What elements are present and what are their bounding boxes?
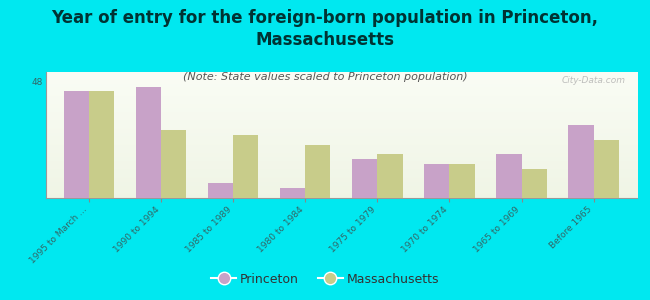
- Bar: [497, 154, 521, 198]
- Bar: [306, 145, 330, 198]
- Bar: [569, 125, 593, 198]
- Legend: Princeton, Massachusetts: Princeton, Massachusetts: [206, 268, 444, 291]
- Bar: [449, 164, 474, 198]
- Bar: [280, 188, 305, 198]
- Bar: [593, 140, 619, 198]
- Bar: [424, 164, 449, 198]
- Bar: [89, 92, 114, 198]
- Bar: [136, 86, 161, 198]
- Bar: [521, 169, 547, 198]
- Bar: [208, 184, 233, 198]
- Text: Year of entry for the foreign-born population in Princeton,
Massachusetts: Year of entry for the foreign-born popul…: [51, 9, 599, 49]
- Bar: [377, 154, 402, 198]
- Text: (Note: State values scaled to Princeton population): (Note: State values scaled to Princeton …: [183, 72, 467, 82]
- Text: City-Data.com: City-Data.com: [561, 76, 625, 85]
- Bar: [233, 135, 258, 198]
- Bar: [352, 159, 377, 198]
- Bar: [161, 130, 186, 198]
- Bar: [64, 92, 89, 198]
